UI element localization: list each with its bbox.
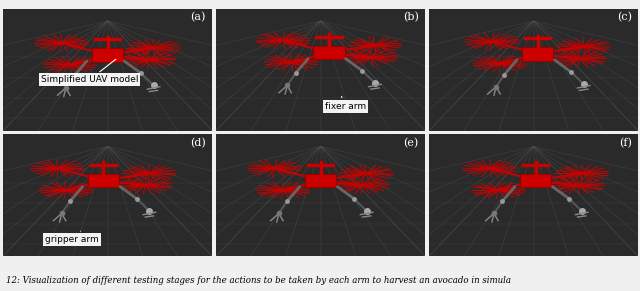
FancyBboxPatch shape xyxy=(305,174,336,187)
FancyBboxPatch shape xyxy=(314,46,345,59)
Text: (e): (e) xyxy=(404,138,419,148)
Text: (f): (f) xyxy=(619,138,632,148)
Text: fixer arm: fixer arm xyxy=(325,96,366,111)
Text: 12: Visualization of different testing stages for the actions to be taken by eac: 12: Visualization of different testing s… xyxy=(6,276,511,285)
FancyBboxPatch shape xyxy=(88,174,119,187)
FancyBboxPatch shape xyxy=(522,47,554,61)
Text: gripper arm: gripper arm xyxy=(45,231,99,244)
Text: (a): (a) xyxy=(191,13,206,23)
Text: (c): (c) xyxy=(617,13,632,23)
Text: (d): (d) xyxy=(190,138,206,148)
Text: (b): (b) xyxy=(403,13,419,23)
Text: Simplified UAV model: Simplified UAV model xyxy=(41,59,138,84)
FancyBboxPatch shape xyxy=(520,174,552,187)
FancyBboxPatch shape xyxy=(92,48,124,62)
